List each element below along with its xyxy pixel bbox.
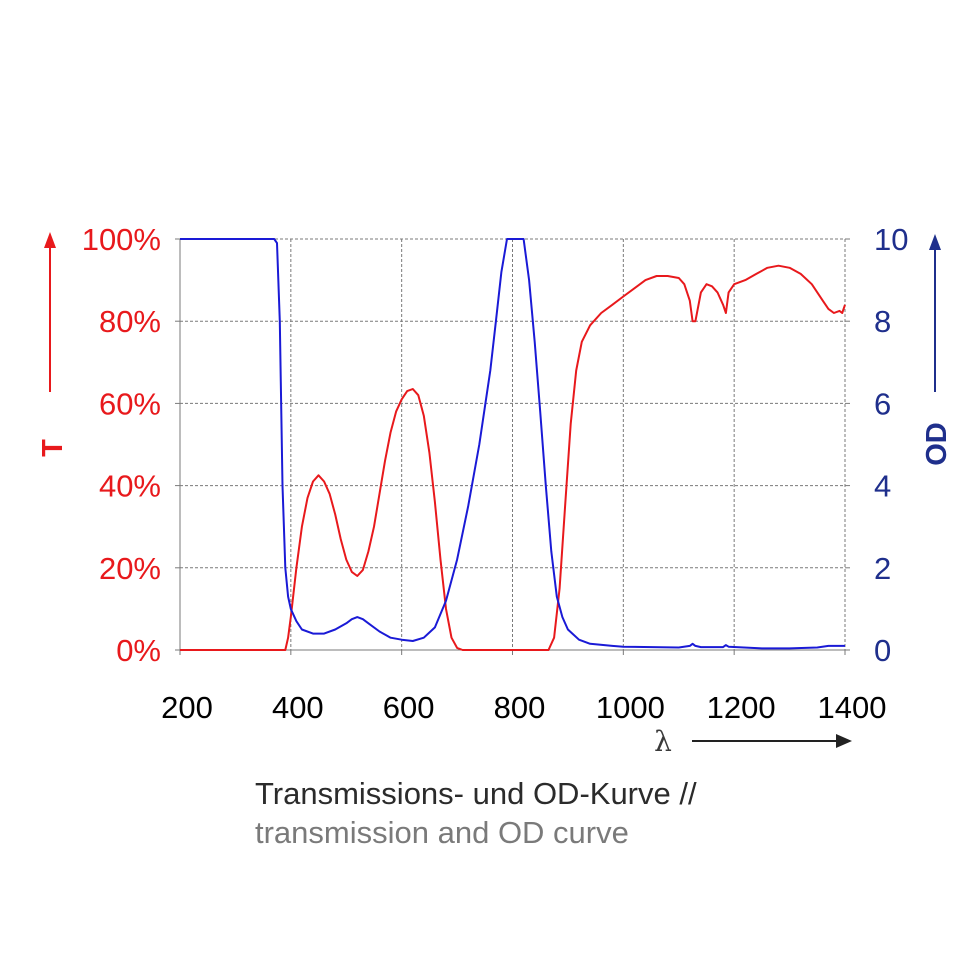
left-axis-label: T [37,439,69,457]
right-axis-arrow-head [929,234,941,250]
x-tick-label: 600 [383,690,435,725]
right-tick-label: 8 [874,304,891,339]
right-tick-label: 4 [874,469,891,504]
left-tick-label: 40% [99,469,161,504]
caption-line-1: Transmissions- und OD-Kurve // [255,776,697,811]
left-tick-label: 80% [99,304,161,339]
od-line [180,238,845,650]
x-axis-label: λ [654,725,672,758]
right-tick-label: 0 [874,633,891,668]
right-tick-label: 6 [874,386,891,421]
caption-line-2: transmission and OD curve [255,815,629,850]
right-tick-label: 10 [874,222,908,257]
x-tick-label: 400 [272,690,324,725]
left-tick-label: 20% [99,551,161,586]
left-tick-label: 0% [116,633,161,668]
x-tick-label: 1200 [707,690,776,725]
left-tick-label: 100% [82,222,161,257]
x-tick-label: 200 [161,690,213,725]
transmission-line [180,264,846,651]
left-tick-label: 60% [99,386,161,421]
x-tick-label: 1000 [596,690,665,725]
x-axis-arrow-head [836,734,852,748]
right-tick-label: 2 [874,551,891,586]
right-axis-label: OD [921,422,953,466]
left-axis-arrow-head [44,232,56,248]
x-tick-label: 1400 [818,690,887,725]
x-tick-label: 800 [494,690,546,725]
